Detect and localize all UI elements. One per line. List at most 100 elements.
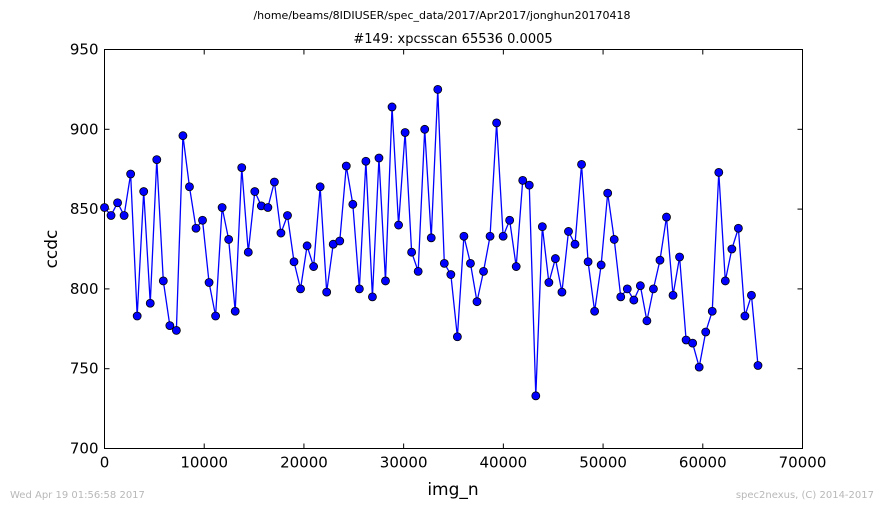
data-point — [230, 306, 240, 316]
x-axis-label: img_n — [427, 480, 478, 500]
data-point — [662, 212, 671, 222]
data-point — [452, 332, 462, 342]
data-point — [747, 290, 756, 300]
data-point — [211, 311, 220, 321]
data-point — [596, 260, 606, 270]
data-point — [707, 306, 717, 316]
data-point — [145, 298, 155, 308]
data-point — [126, 169, 136, 179]
data-point — [217, 203, 227, 212]
data-point — [106, 211, 116, 220]
data-point — [198, 215, 207, 225]
data-point — [479, 266, 488, 276]
data-point — [341, 161, 351, 171]
data-point — [439, 258, 449, 268]
data-point — [354, 284, 364, 294]
data-point — [387, 102, 397, 112]
data-point — [675, 252, 684, 262]
data-point — [446, 270, 456, 279]
data-point — [701, 327, 711, 337]
x-tick-label: 60000 — [679, 454, 727, 472]
data-point — [583, 257, 593, 267]
data-point — [368, 292, 377, 302]
x-tick-label: 70000 — [779, 454, 827, 472]
data-point — [485, 231, 495, 241]
data-point — [394, 220, 403, 230]
data-point — [119, 211, 129, 220]
x-tick-label: 20000 — [280, 454, 328, 472]
data-point — [322, 287, 332, 297]
y-tick-label: 700 — [70, 440, 99, 458]
data-point — [250, 187, 260, 196]
data-point — [191, 223, 201, 233]
data-point — [577, 160, 586, 169]
data-point — [237, 163, 247, 173]
data-point — [472, 297, 482, 307]
x-tick-label: 50000 — [579, 454, 627, 472]
data-point — [753, 361, 763, 370]
data-point — [433, 85, 443, 94]
data-point — [276, 228, 286, 238]
data-point — [505, 215, 515, 225]
data-point — [694, 362, 704, 372]
chart-title: #149: xpcsscan 65536 0.0005 — [353, 32, 552, 47]
data-point — [740, 311, 750, 321]
axes-frame — [104, 49, 803, 449]
data-point — [289, 257, 299, 267]
data-point — [224, 235, 234, 244]
data-point — [727, 244, 737, 254]
data-point — [171, 325, 181, 335]
data-point — [537, 222, 547, 232]
data-point — [178, 131, 188, 141]
data-point — [714, 167, 724, 177]
data-point — [426, 233, 436, 243]
data-point — [165, 321, 175, 331]
data-point — [492, 118, 502, 128]
data-point — [531, 391, 541, 401]
data-point — [609, 235, 619, 244]
data-point — [616, 292, 626, 302]
data-point — [544, 278, 554, 287]
data-point — [302, 241, 312, 251]
data-point — [603, 188, 613, 198]
y-axis-label: ccdc — [42, 230, 62, 269]
data-point — [309, 262, 319, 271]
x-tick-label: 30000 — [380, 454, 428, 472]
data-point — [622, 284, 632, 294]
data-point — [100, 203, 109, 212]
file-path: /home/beams/8IDIUSER/spec_data/2017/Apr2… — [253, 9, 630, 22]
data-point — [551, 254, 560, 263]
data-point — [348, 199, 358, 209]
x-tick-label: 0 — [100, 454, 110, 472]
y-tick-label: 850 — [70, 200, 99, 218]
data-point — [269, 177, 279, 187]
y-axis: 700 750 800 850 900 950 — [70, 41, 803, 458]
x-axis: 0 10000 20000 30000 40000 50000 60000 70000 — [100, 49, 827, 472]
footer-timestamp: Wed Apr 19 01:56:58 2017 — [10, 490, 145, 501]
data-point — [590, 306, 600, 316]
data-point — [407, 247, 417, 257]
data-point — [688, 338, 698, 348]
data-point — [132, 311, 142, 321]
data-point — [361, 156, 371, 166]
data-point — [629, 295, 639, 305]
series-markers — [100, 85, 763, 401]
data-point — [113, 198, 122, 208]
y-tick-label: 950 — [70, 41, 99, 59]
data-point — [570, 239, 580, 249]
data-point — [564, 227, 573, 236]
data-point — [733, 223, 743, 233]
footer-credit: spec2nexus, (C) 2014-2017 — [736, 490, 874, 501]
data-point — [335, 236, 345, 246]
data-point — [243, 247, 253, 257]
data-point — [518, 175, 528, 185]
data-point — [649, 284, 658, 294]
data-point — [635, 281, 645, 291]
x-tick-label: 10000 — [180, 454, 228, 472]
data-point — [185, 182, 194, 192]
plot-area — [104, 49, 803, 449]
data-point — [152, 155, 162, 165]
data-point — [315, 182, 325, 192]
y-tick-label: 900 — [70, 120, 99, 138]
